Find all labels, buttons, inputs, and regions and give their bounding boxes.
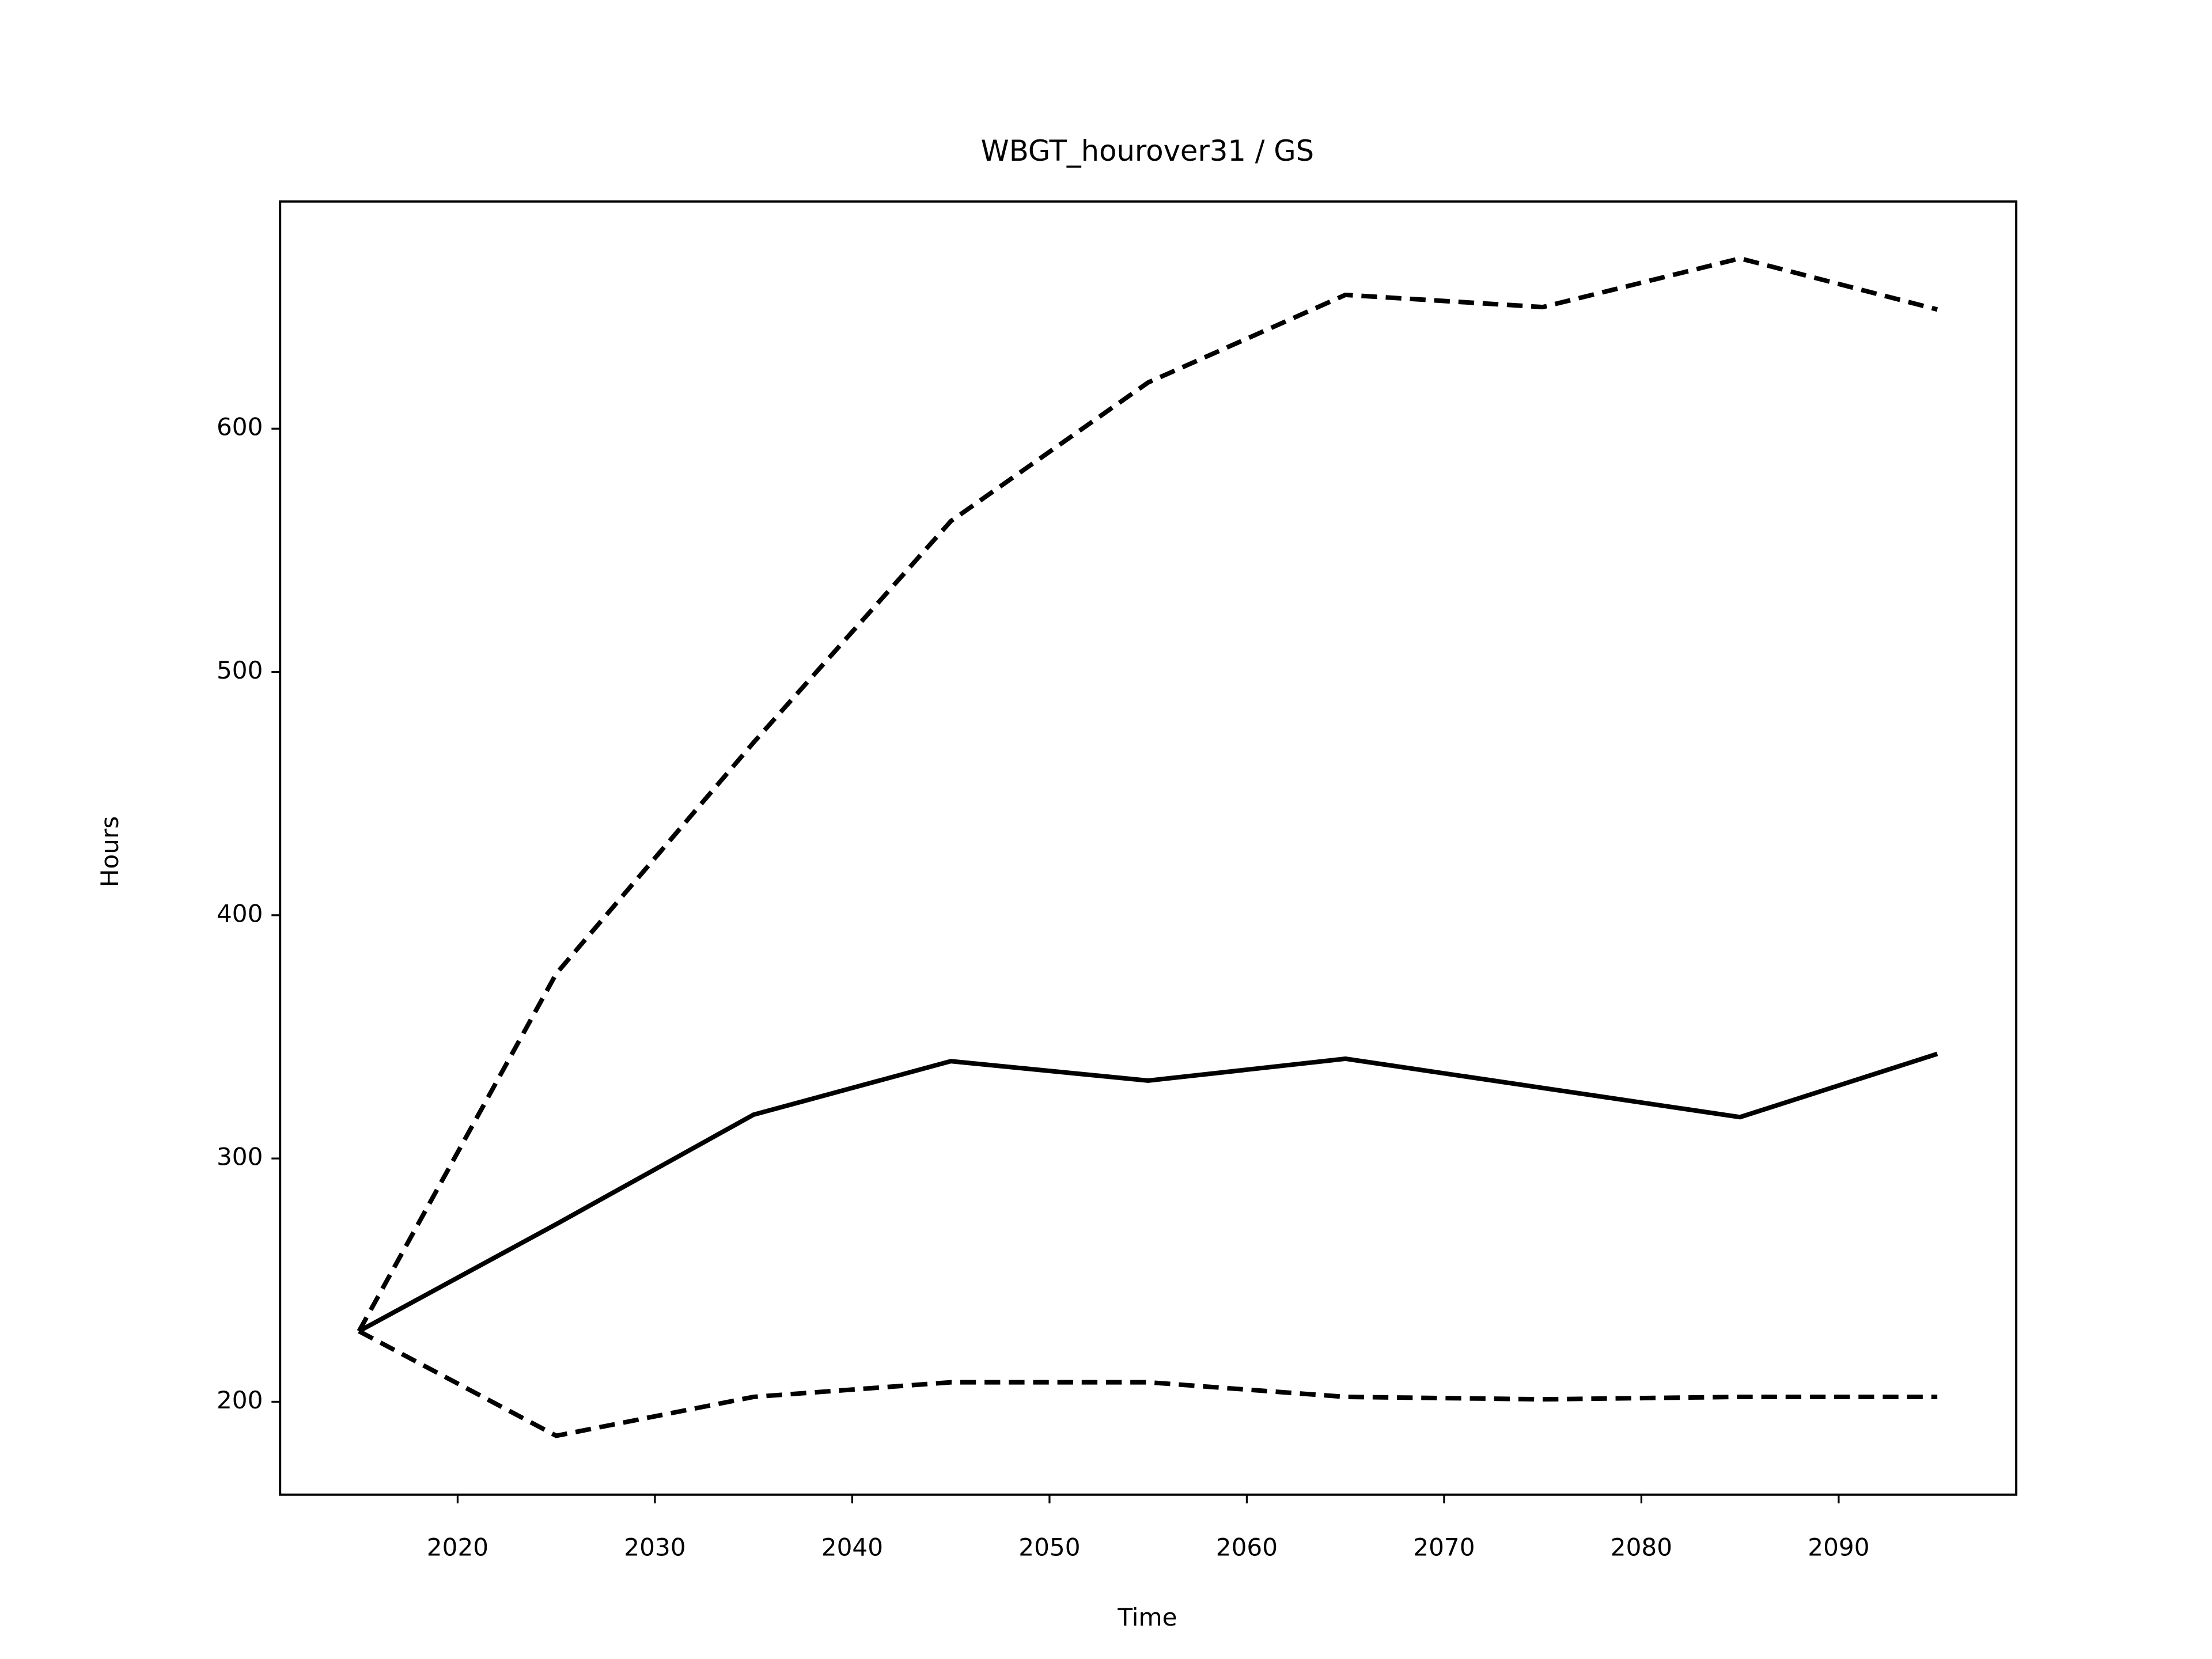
- data-line: [358, 1329, 1938, 1438]
- x-axis-label: Time: [1117, 1603, 1177, 1631]
- x-tick-label: 2090: [1808, 1533, 1869, 1561]
- data-line: [357, 256, 1938, 1332]
- x-tick-label: 2060: [1216, 1533, 1278, 1561]
- x-tick-label: 2080: [1611, 1533, 1672, 1561]
- y-tick-label: 500: [217, 656, 263, 684]
- y-axis-label: Hours: [96, 816, 124, 888]
- x-tick-label: 2040: [821, 1533, 883, 1561]
- y-tick-label: 300: [217, 1143, 263, 1171]
- x-tick-label: 2030: [624, 1533, 685, 1561]
- data-line: [358, 1051, 1938, 1334]
- y-tick-label: 200: [217, 1386, 263, 1414]
- x-tick-label: 2070: [1413, 1533, 1475, 1561]
- y-tick-label: 400: [217, 899, 263, 927]
- x-tick-label: 2050: [1018, 1533, 1080, 1561]
- chart-title: WBGT_hourover31 / GS: [981, 134, 1314, 168]
- plot-frame: [279, 200, 2018, 1496]
- x-tick-label: 2020: [427, 1533, 488, 1561]
- y-tick-label: 600: [217, 413, 263, 441]
